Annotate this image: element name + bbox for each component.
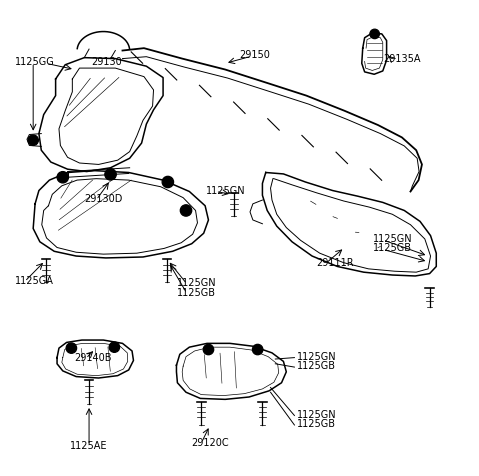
Text: 1125GN: 1125GN <box>373 234 413 244</box>
Text: 29111R: 29111R <box>316 258 354 268</box>
Text: 29140B: 29140B <box>75 353 112 363</box>
Text: 1125GN: 1125GN <box>177 278 217 288</box>
Text: 1125GB: 1125GB <box>297 419 336 429</box>
Text: 29150: 29150 <box>240 50 270 60</box>
Text: 1125GB: 1125GB <box>297 361 336 371</box>
Text: 1125AE: 1125AE <box>70 441 108 451</box>
Circle shape <box>109 342 120 352</box>
Text: 1125GN: 1125GN <box>297 352 336 362</box>
Circle shape <box>105 169 116 180</box>
Text: 29130D: 29130D <box>84 194 123 204</box>
Circle shape <box>162 176 173 188</box>
Text: 29120C: 29120C <box>192 438 229 448</box>
Circle shape <box>203 344 214 355</box>
Text: 1125GN: 1125GN <box>206 186 246 196</box>
Text: 1125GB: 1125GB <box>177 288 217 298</box>
Circle shape <box>370 29 379 39</box>
Text: 29135A: 29135A <box>383 54 420 64</box>
Text: 1125GN: 1125GN <box>297 409 336 419</box>
Circle shape <box>66 343 77 353</box>
Circle shape <box>57 171 68 183</box>
Circle shape <box>28 135 38 146</box>
Text: 1125GA: 1125GA <box>15 276 54 286</box>
Text: 1125GG: 1125GG <box>15 58 55 68</box>
Circle shape <box>252 344 263 355</box>
Text: 29130: 29130 <box>91 58 122 68</box>
Text: 1125GB: 1125GB <box>373 243 412 253</box>
Circle shape <box>180 205 192 216</box>
